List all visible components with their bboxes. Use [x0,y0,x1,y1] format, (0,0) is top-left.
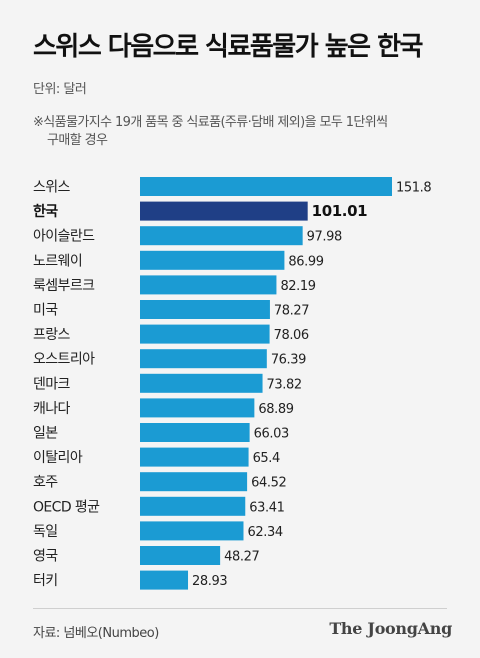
value-label: 151.8 [396,181,431,196]
footnote: ※식품물가지수 19개 품목 중 식료품(주류·담배 제외)을 모두 1단위씩 … [33,114,443,150]
bar [140,300,270,319]
bar [140,546,221,565]
category-label: 독일 [33,524,58,540]
bar [140,521,244,541]
value-label: 78.06 [274,328,309,343]
bar-row: OECD 평균 63.41 [33,496,285,516]
category-label: 영국 [33,549,58,565]
chart-title: 스위스 다음으로 식료품물가 높은 한국 [33,32,423,62]
bar [140,496,246,516]
bar-row: 프랑스 78.06 [33,324,309,344]
bar-row: 이탈리아 65.4 [33,447,280,467]
bar-highlight [140,201,308,221]
bar-row: 오스트리아 76.39 [33,349,307,369]
bar-row: 스위스 151.8 [33,177,432,196]
bar [140,226,303,246]
value-label: 66.03 [254,427,289,442]
value-label: 28.93 [192,574,227,589]
bar [140,423,250,442]
category-label: 터키 [33,573,58,589]
bar [140,250,285,270]
bar [140,275,277,295]
category-label: 이탈리아 [33,450,83,466]
value-label: 78.27 [274,304,309,319]
category-label: 한국 [33,204,58,220]
value-label: 68.89 [258,402,293,417]
category-label: 스위스 [33,180,71,196]
publisher-logo: The JoongAng [329,619,452,638]
value-label: 62.34 [247,525,282,540]
value-label: 86.99 [288,254,323,269]
value-label: 76.39 [271,353,306,368]
bar [140,398,255,418]
footnote-line-2: 구매할 경우 [47,133,108,148]
value-label: 64.52 [251,476,286,491]
bar-row: 터키 28.93 [33,570,228,590]
category-label: 노르웨이 [33,253,82,269]
value-label: 101.01 [312,202,367,220]
category-label: 캐나다 [33,401,71,417]
value-label: 97.98 [307,230,342,245]
value-label: 82.19 [280,279,315,294]
footnote-line-1: ※식품물가지수 19개 품목 중 식료품(주류·담배 제외)을 모두 1단위씩 [33,115,388,130]
value-label: 73.82 [267,377,302,392]
category-label: 룩셈부르크 [33,278,95,294]
category-label: 미국 [33,303,58,319]
bar-chart: 스위스 151.8 한국 101.01 아이슬란드 97.98 노르웨이 86.99 룩셈부르크… [33,177,432,590]
category-label: OECD 평균 [33,499,100,515]
bar [140,472,248,492]
bar-row: 일본 66.03 [33,423,289,442]
bar [140,373,263,393]
bar-row: 아이슬란드 97.98 [33,226,342,246]
bar-row: 호주 64.52 [33,472,287,492]
bar-row: 룩셈부르크 82.19 [33,275,316,295]
category-label: 호주 [33,475,58,491]
bar-row: 미국 78.27 [33,300,310,319]
bar [140,177,392,196]
bar-row: 영국 48.27 [33,546,260,565]
category-label: 일본 [33,426,58,442]
category-label: 덴마크 [33,376,71,392]
value-label: 48.27 [224,550,259,565]
bar-row: 한국 101.01 [33,201,368,221]
bar-row: 캐나다 68.89 [33,398,294,418]
bar [140,447,249,467]
source-label: 자료: 넘베오(Numbeo) [33,626,159,641]
bar-row: 덴마크 73.82 [33,373,302,393]
footer-divider [33,608,447,609]
category-label: 아이슬란드 [33,229,95,245]
category-label: 프랑스 [33,327,71,343]
value-label: 65.4 [253,451,280,466]
bar-row: 노르웨이 86.99 [33,250,324,270]
value-label: 63.41 [249,500,284,515]
category-label: 오스트리아 [33,352,95,368]
unit-label: 단위: 달러 [33,82,87,97]
bar-row: 독일 62.34 [33,521,283,541]
bar [140,349,267,369]
bar [140,324,270,344]
bar [140,570,189,590]
